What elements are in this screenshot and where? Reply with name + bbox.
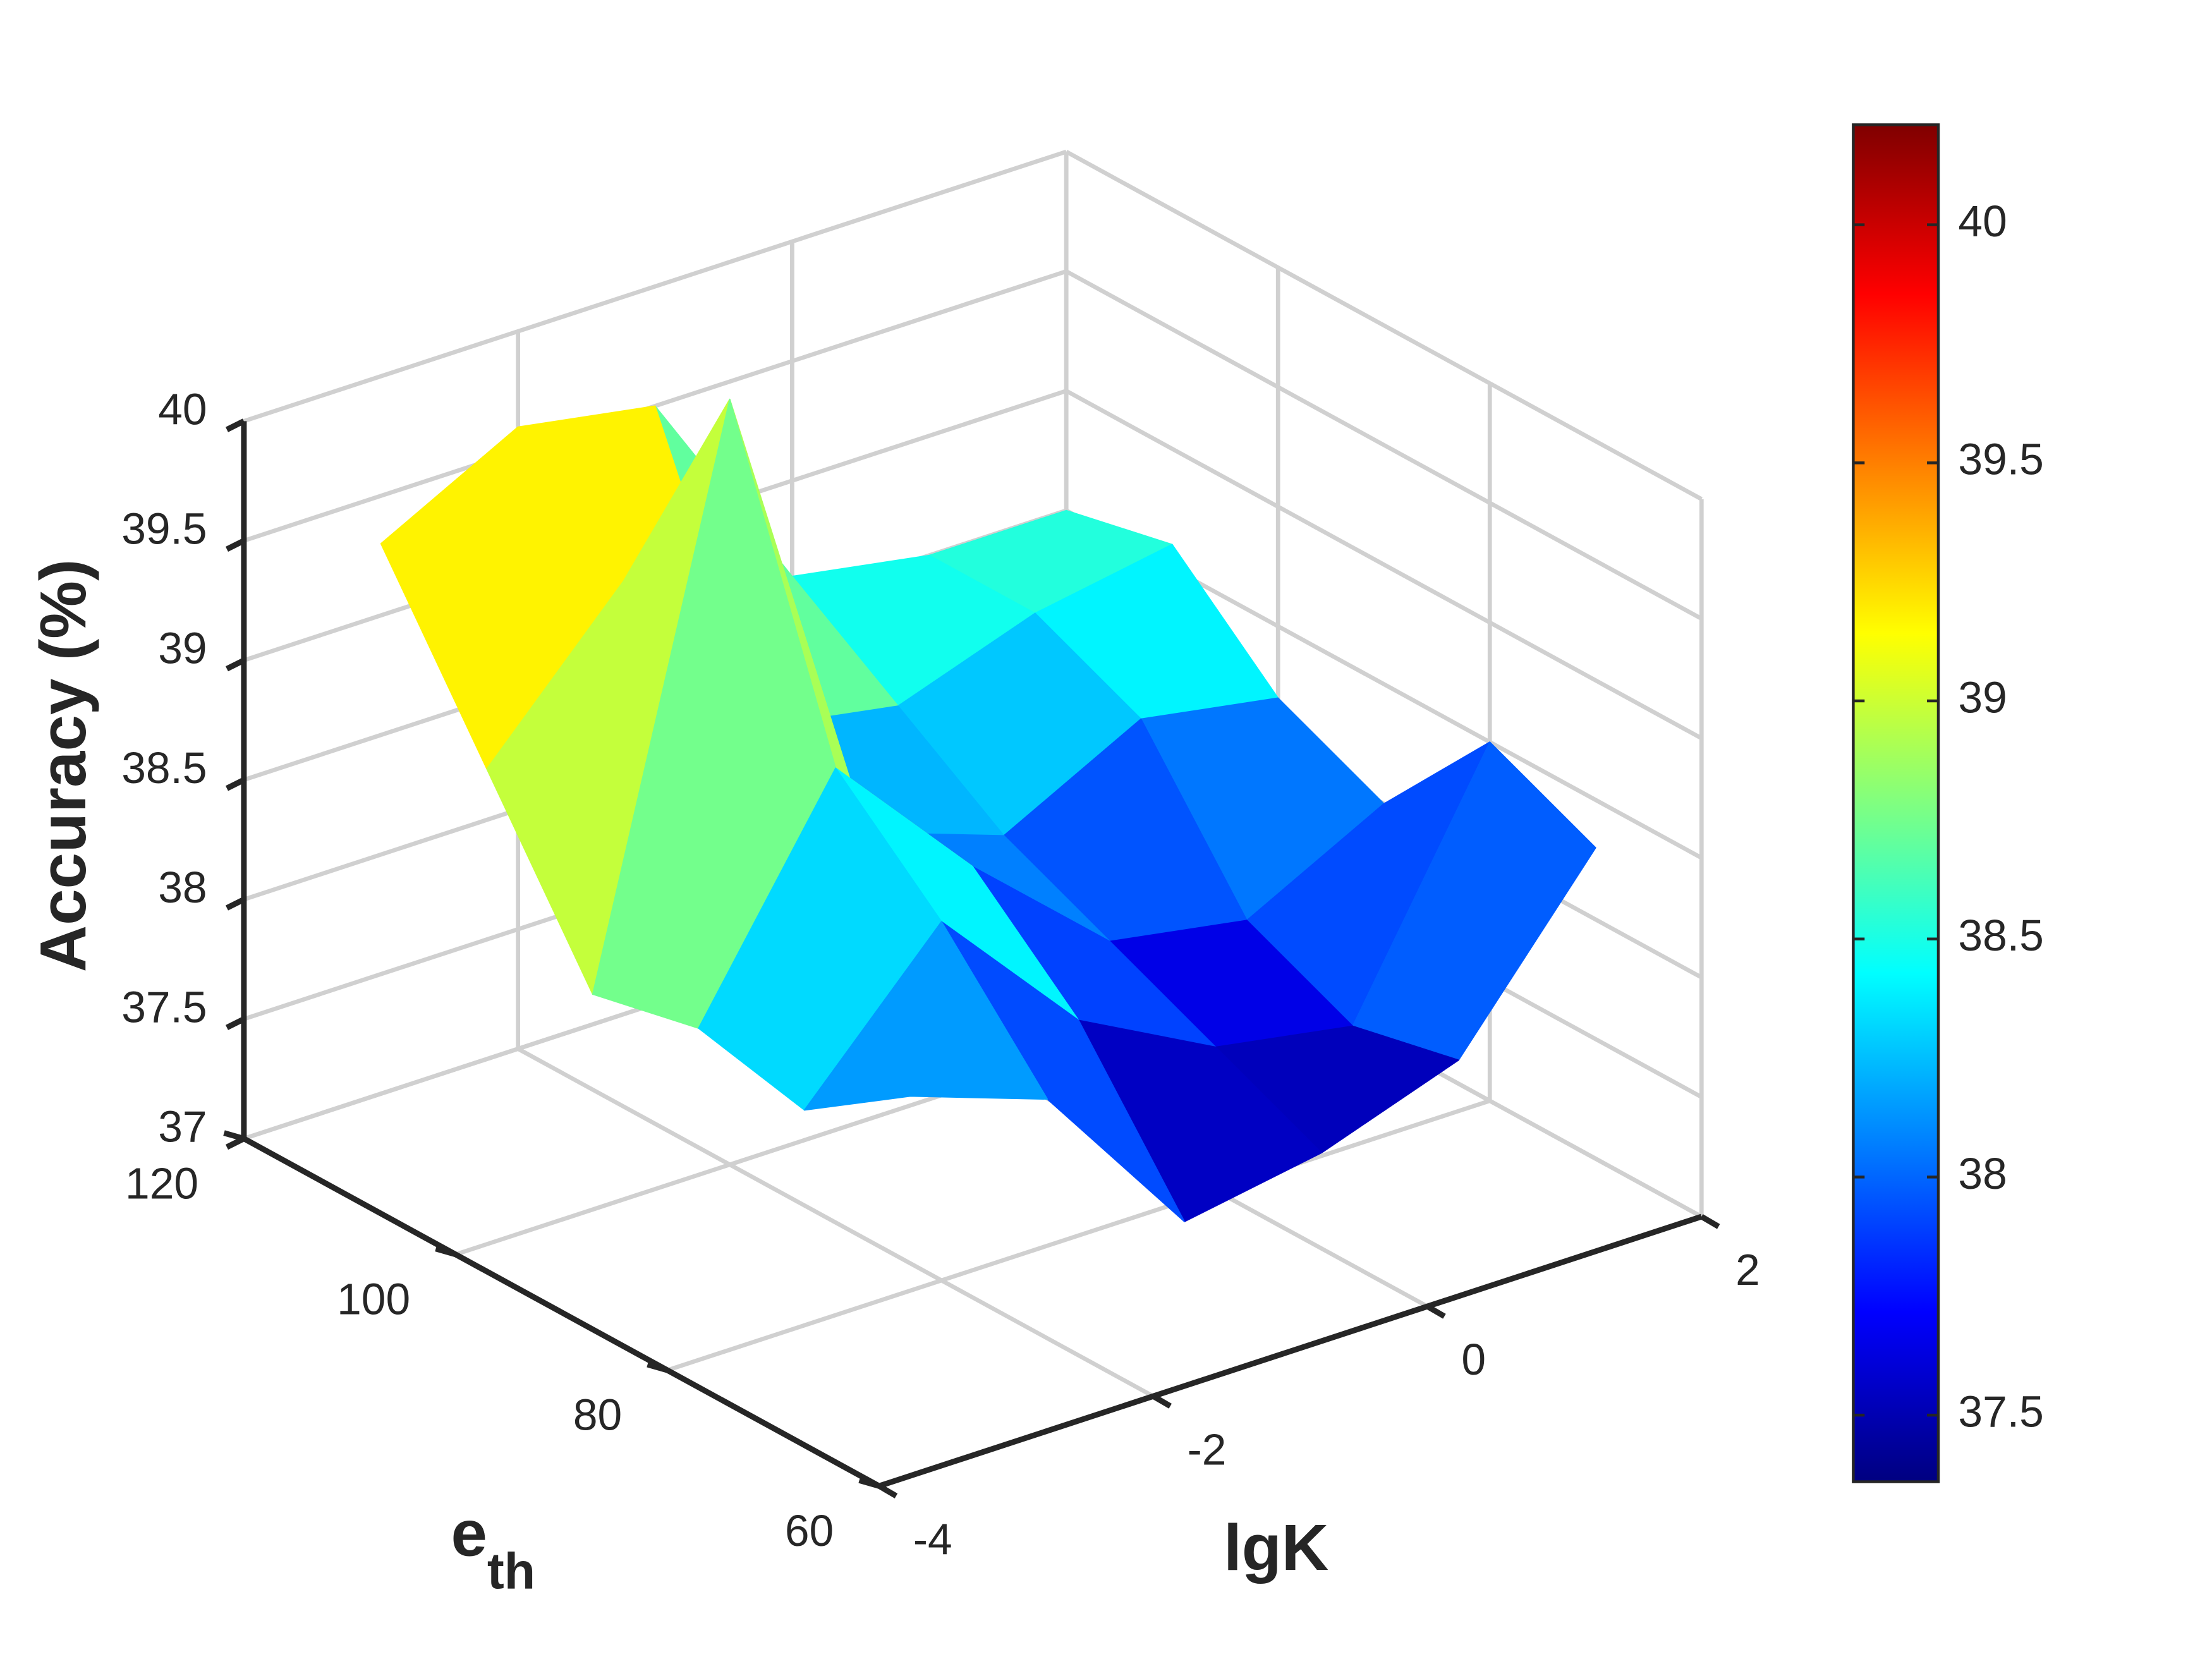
y-axis-label-base: e [451, 1497, 487, 1570]
y-tick-label: 80 [573, 1390, 622, 1440]
x-axis-label: lgK [1224, 1511, 1328, 1584]
z-tick-label: 38 [158, 863, 207, 912]
axes: 37 37.5 38 38.5 39 39.5 40 60 80 100 120 -4 -2 0 2 [121, 384, 1760, 1564]
y-tick [435, 1246, 457, 1258]
z-tick-label: 38.5 [121, 743, 207, 793]
y-tick [858, 1477, 880, 1489]
z-tick-label: 37 [158, 1102, 207, 1152]
colorbar-tick-label: 39.5 [1958, 435, 2043, 484]
colorbar-tick-label: 38 [1958, 1149, 2007, 1198]
z-tick [225, 1016, 245, 1030]
y-tick-label: 120 [125, 1158, 198, 1208]
x-axis [878, 1213, 1703, 1489]
y-axis-label: eth [451, 1497, 535, 1600]
colorbar: 37.5 38 38.5 39 39.5 40 [1852, 123, 2044, 1483]
x-tick [1700, 1214, 1720, 1229]
z-tick [225, 418, 245, 432]
z-tick-label: 39.5 [121, 504, 207, 553]
surface [380, 398, 1596, 1222]
z-tick [225, 538, 245, 552]
x-tick-label: -2 [1188, 1425, 1227, 1474]
grid-line [1065, 269, 1703, 621]
colorbar-tick-label: 37.5 [1958, 1387, 2043, 1436]
grid-line [243, 149, 1067, 423]
z-tick-label: 37.5 [121, 982, 207, 1031]
grid-line [1065, 389, 1703, 741]
y-tick [223, 1130, 245, 1141]
grid-line [666, 1098, 1491, 1373]
grid-line [1065, 150, 1703, 501]
z-tick [225, 777, 245, 791]
surface-patch [803, 921, 1048, 1111]
y-axis-label-sub: th [487, 1543, 535, 1600]
y-tick-label: 100 [337, 1274, 410, 1323]
colorbar-tick-label: 40 [1958, 197, 2007, 246]
grid-line [517, 1047, 1155, 1399]
z-tick [225, 897, 245, 911]
colorbar-scale [1852, 123, 1940, 1483]
colorbar-tick-label: 39 [1958, 672, 2007, 722]
z-axis-label: Accuracy (%) [27, 559, 99, 973]
z-tick [225, 657, 245, 672]
colorbar-tick-label: 38.5 [1958, 911, 2043, 960]
x-tick [877, 1483, 898, 1498]
x-tick [1426, 1304, 1446, 1319]
x-tick [1152, 1394, 1172, 1409]
y-tick-label: 60 [785, 1506, 834, 1555]
z-tick-label: 40 [158, 384, 207, 434]
y-tick [647, 1361, 669, 1373]
x-tick-label: -4 [913, 1514, 952, 1564]
x-tick-label: 2 [1735, 1245, 1760, 1294]
z-tick-label: 39 [158, 624, 207, 673]
x-tick-label: 0 [1461, 1335, 1486, 1384]
y-axis [242, 1136, 881, 1489]
